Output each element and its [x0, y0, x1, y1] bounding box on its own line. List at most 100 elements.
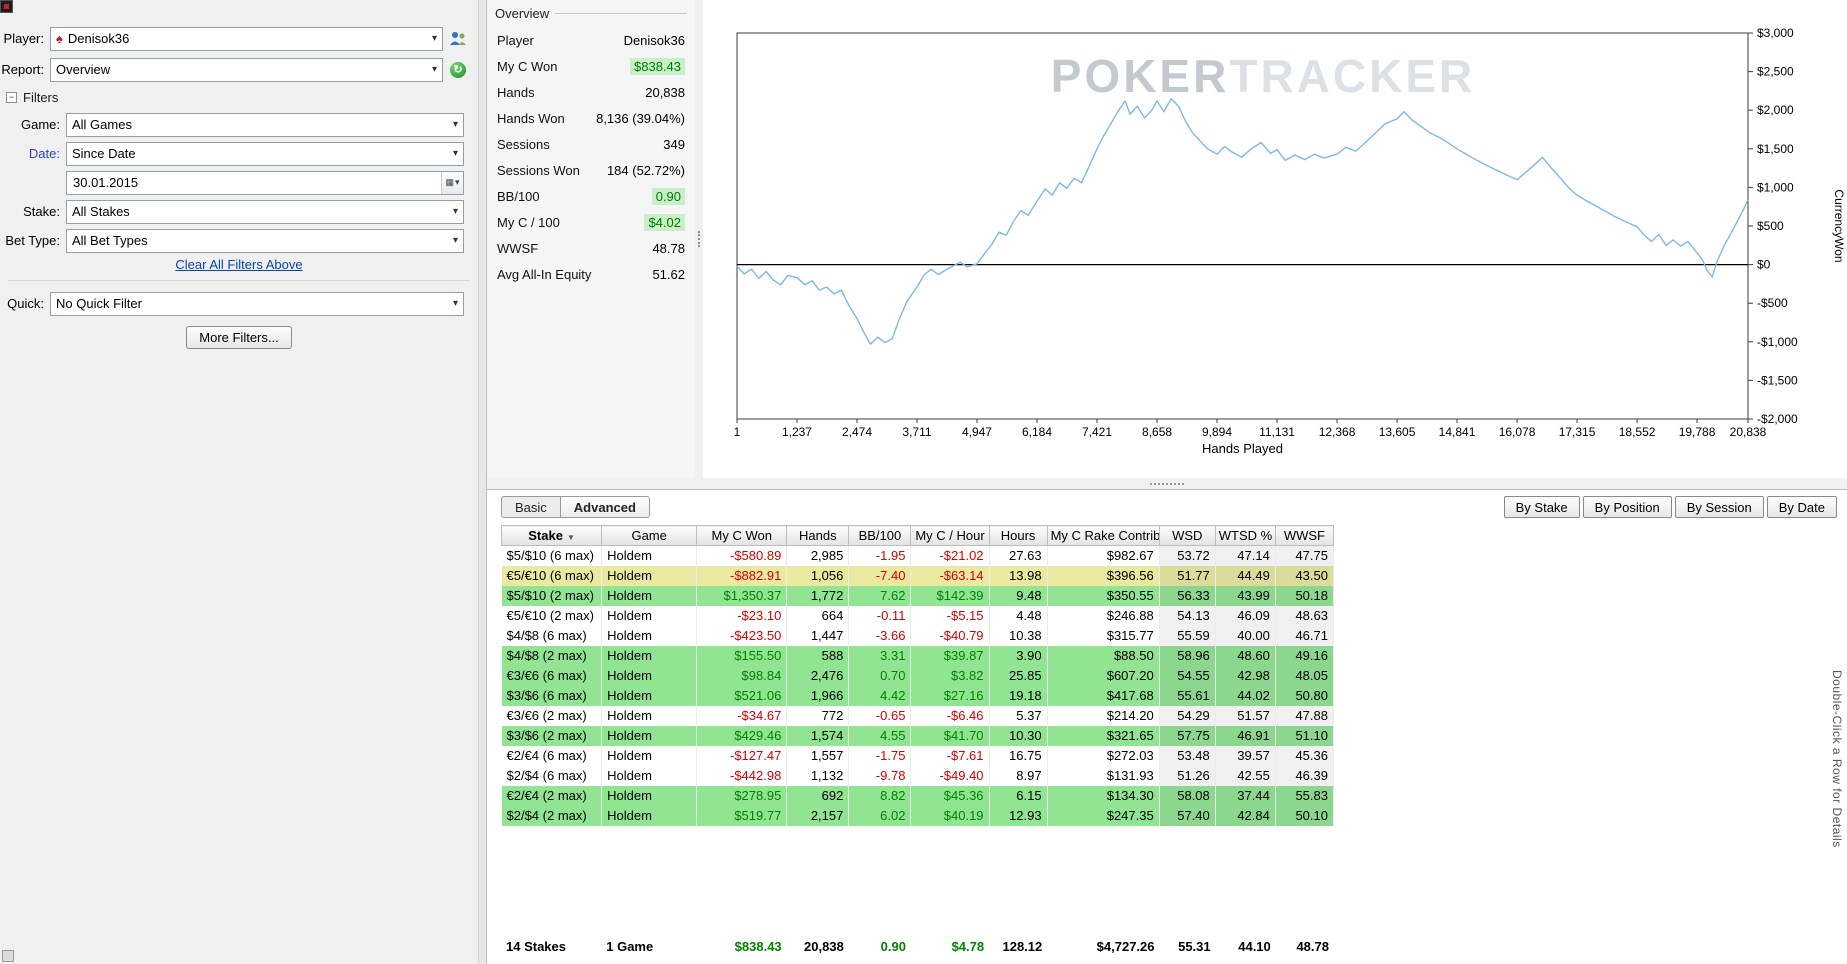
table-row[interactable]: $4/$8 (2 max) Holdem $155.50 588 3.31 $39.87 3… — [501, 645, 1335, 666]
player-select[interactable]: ♠ Denisok36 ▾ — [50, 26, 443, 51]
column-header-wtsd-[interactable]: WTSD % — [1214, 525, 1276, 546]
table-cell: 47.88 — [1275, 705, 1335, 726]
plot-area — [736, 32, 1749, 420]
game-select-value: All Games — [72, 117, 132, 132]
table-cell: 50.18 — [1275, 585, 1335, 606]
column-header-hands[interactable]: Hands — [786, 525, 850, 546]
quick-filter-select[interactable]: No Quick Filter ▾ — [50, 291, 464, 316]
stat-value: 184 (52.72%) — [606, 162, 685, 178]
vertical-splitter[interactable] — [478, 0, 487, 964]
date-select[interactable]: Since Date ▾ — [66, 141, 464, 166]
table-body: $5/$10 (6 max) Holdem -$580.89 2,985 -1.95 -$… — [501, 545, 1335, 826]
tab-advanced[interactable]: Advanced — [559, 497, 649, 517]
equity-chart-svg: POKERTRACKER $3,000 $2,500 $2,000 $1,500 $1,0… — [734, 26, 1846, 456]
table-row[interactable]: $5/$10 (6 max) Holdem -$580.89 2,985 -1.95 -$… — [501, 545, 1335, 566]
table-row[interactable]: $3/$6 (2 max) Holdem $429.46 1,574 4.55 $41.7… — [501, 725, 1335, 746]
date-input[interactable]: 30.01.2015 ▦ ▾ — [66, 170, 464, 195]
x-tick-label: 2,474 — [842, 425, 872, 439]
table-row[interactable]: $4/$8 (6 max) Holdem -$423.50 1,447 -3.66 -$4… — [501, 625, 1335, 646]
table-row[interactable]: €2/€4 (6 max) Holdem -$127.47 1,557 -1.75 -$7… — [501, 745, 1335, 766]
table-cell: Holdem — [601, 765, 698, 786]
table-cell: Holdem — [601, 725, 698, 746]
stake-select[interactable]: All Stakes ▾ — [66, 199, 464, 224]
table-row[interactable]: €5/€10 (6 max) Holdem -$882.91 1,056 -7.40 -$… — [501, 565, 1335, 586]
column-header-game[interactable]: Game — [601, 525, 698, 546]
footer-cell: 1 Game — [606, 938, 654, 954]
filters-title: Filters — [23, 89, 59, 105]
horizontal-splitter[interactable] — [487, 478, 1847, 489]
table-cell: $5/$10 (2 max) — [501, 585, 603, 606]
table-cell: Holdem — [601, 605, 698, 626]
table-row[interactable]: €2/€4 (2 max) Holdem $278.95 692 8.82 $45.36 6… — [501, 785, 1335, 806]
column-header-hours[interactable]: Hours — [988, 525, 1048, 546]
table-cell: 47.14 — [1215, 545, 1276, 566]
view-button-by-stake[interactable]: By Stake — [1503, 496, 1580, 518]
table-row[interactable]: €3/€6 (6 max) Holdem $98.84 2,476 0.70 $3.82 2… — [501, 665, 1335, 686]
app-corner-icon[interactable] — [0, 0, 13, 13]
report-select[interactable]: Overview ▾ — [50, 57, 443, 82]
table-row[interactable]: $2/$4 (6 max) Holdem -$442.98 1,132 -9.78 -$4… — [501, 765, 1335, 786]
sidebar-bottom-icon[interactable] — [2, 950, 14, 962]
view-button-by-date[interactable]: By Date — [1766, 496, 1837, 518]
table-cell: 3.31 — [848, 645, 912, 666]
table-row[interactable]: $2/$4 (2 max) Holdem $519.77 2,157 6.02 $40.1… — [501, 805, 1335, 826]
table-row[interactable]: $5/$10 (2 max) Holdem $1,350.37 1,772 7.62 $1… — [501, 585, 1335, 606]
table-row[interactable]: $3/$6 (6 max) Holdem $521.06 1,966 4.42 $27.1… — [501, 685, 1335, 706]
column-header-my-c-rake-contrib[interactable]: My C Rake Contrib — [1046, 525, 1160, 546]
x-tick-label: 8,658 — [1142, 425, 1172, 439]
filter-sidebar: Player: ♠ Denisok36 ▾ Report: Overview ▾… — [0, 0, 478, 964]
column-header-my-c-hour[interactable]: My C / Hour — [910, 525, 990, 546]
column-header-bb-100[interactable]: BB/100 — [848, 525, 912, 546]
table-cell: -0.65 — [848, 705, 912, 726]
stake-select-value: All Stakes — [72, 204, 130, 219]
table-cell: 54.55 — [1159, 665, 1216, 686]
table-cell: €2/€4 (2 max) — [501, 785, 603, 806]
table-row[interactable]: €3/€6 (2 max) Holdem -$34.67 772 -0.65 -$6.46… — [501, 705, 1335, 726]
tab-basic[interactable]: Basic — [515, 499, 547, 515]
stats-chart-splitter[interactable] — [695, 0, 703, 478]
clear-all-filters-link[interactable]: Clear All Filters Above — [175, 257, 303, 272]
more-filters-button[interactable]: More Filters... — [186, 326, 292, 349]
game-select[interactable]: All Games ▾ — [66, 112, 464, 137]
stat-row: My C Won $838.43 — [495, 53, 687, 79]
table-cell: 2,985 — [786, 545, 850, 566]
table-cell: Holdem — [601, 585, 698, 606]
table-cell: Holdem — [601, 665, 698, 686]
stake-filter-row: Stake: All Stakes ▾ — [0, 199, 464, 224]
bet-type-select[interactable]: All Bet Types ▾ — [66, 228, 464, 253]
table-cell: -$7.61 — [910, 745, 990, 766]
view-button-by-session[interactable]: By Session — [1674, 496, 1764, 518]
report-refresh-icon[interactable]: ↻ — [446, 59, 470, 81]
table-cell: $2/$4 (6 max) — [501, 765, 603, 786]
table-cell: -$63.14 — [910, 565, 990, 586]
table-cell: 1,574 — [786, 725, 850, 746]
table-cell: -$21.02 — [910, 545, 990, 566]
table-cell: $607.20 — [1047, 665, 1160, 686]
table-cell: $321.65 — [1047, 725, 1160, 746]
table-cell: 19.18 — [989, 685, 1048, 706]
column-header-wsd[interactable]: WSD — [1158, 525, 1216, 546]
player-manager-icon[interactable] — [446, 28, 470, 50]
table-cell: 51.26 — [1159, 765, 1216, 786]
column-header-my-c-won[interactable]: My C Won — [696, 525, 788, 546]
table-cell: $27.16 — [910, 685, 990, 706]
table-cell: $3/$6 (2 max) — [501, 725, 603, 746]
collapse-icon[interactable]: − — [6, 91, 17, 103]
table-cell: 54.13 — [1159, 605, 1216, 626]
table-cell: $40.19 — [910, 805, 990, 826]
calendar-dropdown-icon[interactable]: ▦ ▾ — [441, 171, 463, 194]
view-button-by-position[interactable]: By Position — [1582, 496, 1672, 518]
equity-chart-panel: POKERTRACKER $3,000 $2,500 $2,000 $1,500 $1,0… — [703, 0, 1847, 478]
equity-curve — [736, 97, 1749, 345]
column-header-wwsf[interactable]: WWSF — [1274, 525, 1335, 546]
report-label: Report: — [1, 62, 44, 77]
table-row[interactable]: €5/€10 (2 max) Holdem -$23.10 664 -0.11 -$5.1… — [501, 605, 1335, 626]
table-cell: Holdem — [601, 625, 698, 646]
table-cell: Holdem — [601, 805, 698, 826]
overview-stats-panel: Overview Player Denisok36 My C Won $838.43 H… — [487, 0, 695, 478]
column-header-stake[interactable]: Stake ▼ — [500, 525, 603, 546]
tab-group: Basic Advanced — [501, 496, 650, 518]
table-cell: 48.60 — [1215, 645, 1276, 666]
table-cell: 13.98 — [989, 565, 1048, 586]
